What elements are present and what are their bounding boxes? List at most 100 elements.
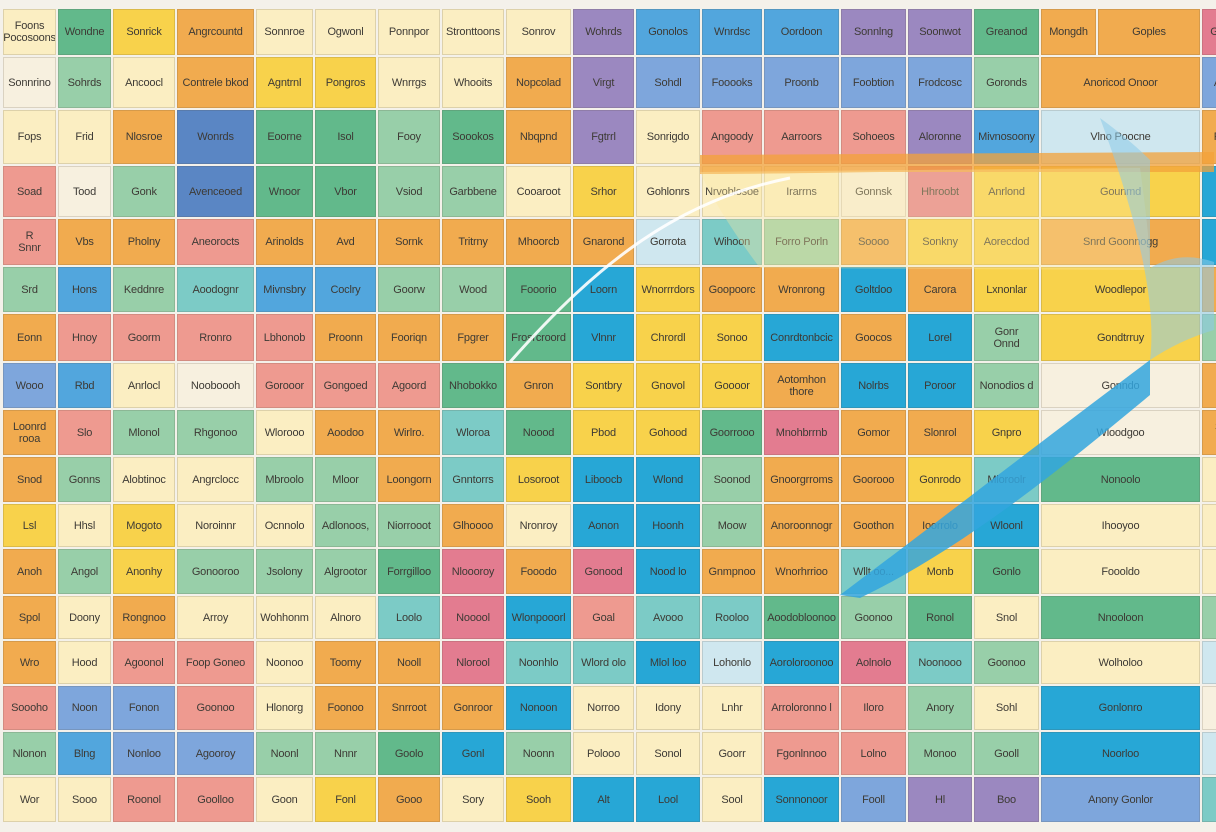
grid-cell: Loonrd rooa — [3, 410, 56, 455]
grid-cell: Gondtrruy — [1041, 314, 1200, 361]
grid-cell: Arroy — [177, 596, 254, 639]
grid-cell: Goronds — [974, 57, 1039, 108]
grid-cell: Nooll — [378, 641, 440, 684]
grid-cell: Rronro — [177, 314, 254, 361]
grid-cell: Wlonpooorl — [506, 596, 571, 639]
grid-cell: Fooll — [841, 777, 906, 822]
grid-cell: Wllt oo... — [841, 549, 906, 594]
grid-cell: Vlnnr — [573, 314, 634, 361]
grid-cell: Gonooroo — [177, 549, 254, 594]
grid-cell: Hnoy — [58, 314, 111, 361]
grid-cell: Anoricod Onoor — [1041, 57, 1200, 108]
grid-cell: Noonooo — [908, 641, 972, 684]
grid-cell: Irarrns — [764, 166, 839, 217]
grid-cell: Ogwonl — [315, 9, 376, 55]
grid-cell: Nooboooh — [177, 363, 254, 408]
grid-cell: Hl — [908, 777, 972, 822]
grid-cell: Aoodobloonoo — [764, 596, 839, 639]
grid-cell: Nnooloon — [1041, 596, 1200, 639]
grid-cell: Aorecdod — [974, 219, 1039, 265]
grid-cell: Adlonoos, — [315, 504, 376, 547]
grid-cell: Woodlepor — [1041, 267, 1200, 312]
grid-cell: Vbor — [315, 166, 376, 217]
grid-cell: Wnrdsc — [702, 9, 762, 55]
grid-cell: Lxnonlar — [974, 267, 1039, 312]
grid-cell: Nlorool — [442, 641, 504, 684]
grid-cell: Tood — [58, 166, 111, 217]
grid-cell: Wnrrgs — [378, 57, 440, 108]
sticky-note-grid: Foons Pocosoons Wondne Sonrick Angrcountd So… — [2, 8, 1216, 824]
grid-cell: Goorm — [113, 314, 175, 361]
grid-cell: Fooy — [378, 110, 440, 164]
grid-cell: Goltdoo — [841, 267, 906, 312]
grid-cell: Gomor — [841, 410, 906, 455]
grid-cell: Monb — [908, 549, 972, 594]
grid-cell: Tritrny — [442, 219, 504, 265]
grid-cell: Gohlonrs — [636, 166, 700, 217]
grid-cell: Mloor — [315, 457, 376, 502]
grid-cell: Noood — [506, 410, 571, 455]
grid-cell: Srhor — [573, 166, 634, 217]
grid-cell: Angoody — [702, 110, 762, 164]
grid-cell: Niorrooot — [378, 504, 440, 547]
grid-cell: Lbhonob — [256, 314, 313, 361]
grid-cell: Proonb — [764, 57, 839, 108]
grid-cell: Ronol — [908, 596, 972, 639]
grid-cell: Hons — [58, 267, 111, 312]
grid-cell: Noon — [58, 686, 111, 730]
grid-cell: Aonon — [573, 504, 634, 547]
grid-cell: Mnohbrrnb — [764, 410, 839, 455]
grid-cell: Sohoeos — [841, 110, 906, 164]
grid-cell: Sonrick — [113, 9, 175, 55]
grid-cell: Ponnpor — [378, 9, 440, 55]
grid-cell: Snndnl Porod — [1202, 410, 1216, 455]
grid-cell: Mloroolr — [974, 457, 1039, 502]
grid-cell: Nood lo — [636, 549, 700, 594]
grid-cell: Srd — [3, 267, 56, 312]
grid-cell: Nronroy — [506, 504, 571, 547]
grid-cell: Goor — [1202, 596, 1216, 639]
grid-cell: Sohl — [974, 686, 1039, 730]
grid-cell: Sool — [702, 777, 762, 822]
grid-cell: Lorel — [908, 314, 972, 361]
grid-cell: Rooloo — [702, 596, 762, 639]
grid-cell: Avenceoed — [177, 166, 254, 217]
grid-cell: Blng — [58, 732, 111, 775]
grid-cell: Lohonlo — [702, 641, 762, 684]
grid-cell: Vbs — [58, 219, 111, 265]
grid-cell: Gooo — [378, 777, 440, 822]
grid-cell: Noonn — [506, 732, 571, 775]
grid-cell: Vsiod — [378, 166, 440, 217]
grid-cell: Gnmpnoo — [702, 549, 762, 594]
grid-cell: Aotomhon thore — [764, 363, 839, 408]
grid-cell: Gonlonro — [1041, 686, 1200, 730]
grid-cell: Wor — [3, 777, 56, 822]
grid-cell: Gonood — [573, 549, 634, 594]
grid-cell: Woo — [1202, 777, 1216, 822]
grid-cell: Coclry — [315, 267, 376, 312]
grid-cell: Goples — [1098, 9, 1200, 55]
grid-cell: Goorooo — [841, 457, 906, 502]
grid-cell: Wolholoo — [1041, 641, 1200, 684]
grid-cell: Garbbene — [442, 166, 504, 217]
grid-cell: Hhroobt — [908, 166, 972, 217]
grid-cell: Sonnroe — [256, 9, 313, 55]
grid-cell: Gnoorgrroms — [764, 457, 839, 502]
grid-cell: Wlord olo — [573, 641, 634, 684]
grid-cell: Aarroors — [764, 110, 839, 164]
grid-cell: Anonhy — [113, 549, 175, 594]
grid-cell: Sontbry — [573, 363, 634, 408]
grid-cell: Noonhlo — [506, 641, 571, 684]
grid-cell: Wonrds — [177, 110, 254, 164]
grid-cell: Boo — [974, 777, 1039, 822]
grid-cell: Monoo — [908, 732, 972, 775]
grid-cell: Jsolony — [256, 549, 313, 594]
grid-cell: Idony — [636, 686, 700, 730]
grid-cell: Wlorooo — [256, 410, 313, 455]
grid-cell: Koorv — [1202, 504, 1216, 547]
grid-cell: Vlno Poocne — [1041, 110, 1200, 164]
grid-cell: Cooaroot — [506, 166, 571, 217]
grid-cell: Noorloo — [1041, 732, 1200, 775]
grid-cell: Stronttoons — [442, 9, 504, 55]
grid-cell: Sory — [442, 777, 504, 822]
